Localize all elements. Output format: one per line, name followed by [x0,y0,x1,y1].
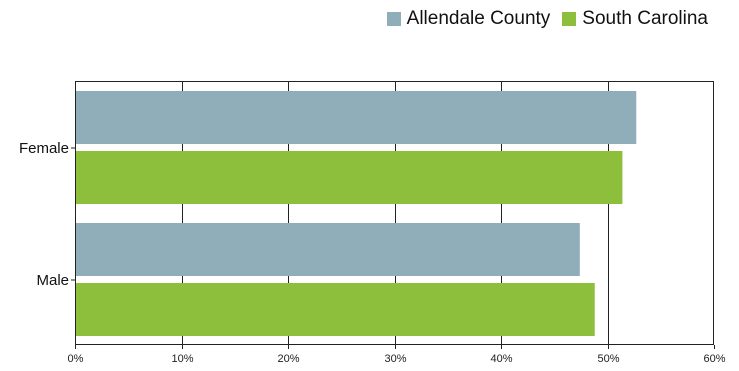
bar-female-allendale-county [76,91,637,144]
legend-item-allendale-county: Allendale County [386,8,551,30]
x-tick-label: 50% [597,353,619,365]
x-tick-label: 10% [171,353,193,365]
bars [76,91,637,336]
x-tick-label: 20% [277,353,299,365]
x-tick-label: 40% [490,353,512,365]
bar-male-allendale-county [76,223,580,276]
legend-swatch-allendale-county [386,12,401,26]
legend-label-south-carolina: South Carolina [582,8,708,29]
x-tick-label: 30% [384,353,406,365]
legend-item-south-carolina: South Carolina [562,8,708,30]
legend-label-allendale-county: Allendale County [406,8,551,29]
x-tick-label: 0% [68,353,84,365]
x-tick-label: 60% [703,353,725,365]
chart-legend: Allendale County South Carolina [386,8,708,30]
plot-frame [75,81,714,345]
legend-swatch-south-carolina [562,12,577,26]
bar-male-south-carolina [76,283,595,336]
category-label-male: Male [36,272,69,289]
category-label-female: Female [19,140,69,157]
bar-female-south-carolina [76,151,623,204]
axes: 0% 10% 20% 30% 40% 50% 60% Female Male [19,140,726,365]
